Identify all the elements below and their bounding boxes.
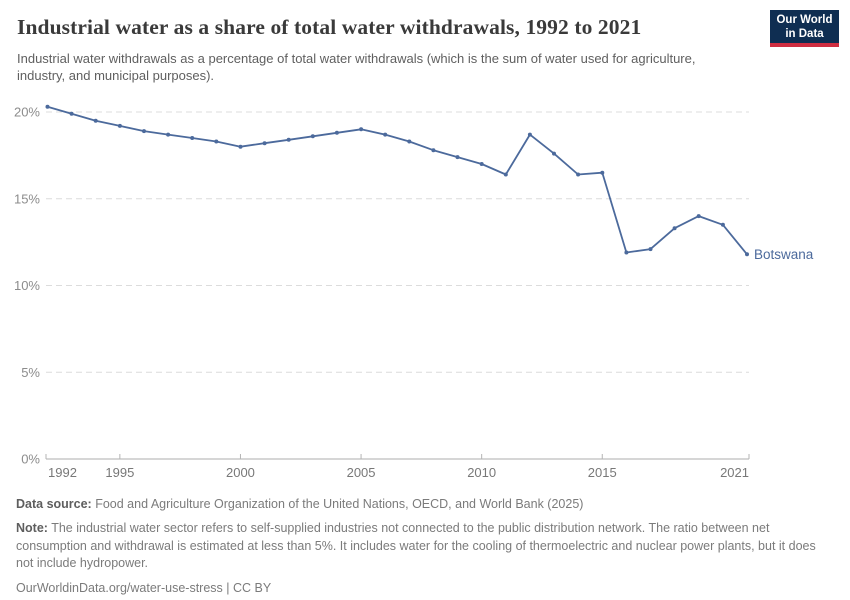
chart-subtitle: Industrial water withdrawals as a percen…	[17, 50, 696, 83]
y-axis-tick-label: 15%	[14, 191, 40, 206]
data-point	[479, 162, 484, 166]
chart-footer: Data source: Food and Agriculture Organi…	[16, 496, 836, 598]
y-axis-tick-label: 20%	[14, 105, 40, 120]
data-point	[238, 144, 243, 149]
data-point	[383, 132, 388, 137]
data-point	[552, 151, 556, 156]
data-point	[142, 129, 146, 134]
data-source-label: Data source:	[16, 497, 92, 511]
data-point	[214, 139, 219, 144]
data-point	[696, 214, 701, 219]
data-point	[334, 130, 339, 135]
data-point	[262, 141, 267, 146]
data-point	[166, 132, 171, 137]
note-line: Note: The industrial water sector refers…	[16, 520, 836, 573]
y-axis-tick-label: 10%	[14, 278, 40, 293]
data-point	[359, 127, 364, 132]
data-point	[527, 132, 532, 137]
data-point	[503, 172, 508, 177]
x-axis-tick-label: 2021	[720, 465, 749, 480]
x-axis-tick-label: 2000	[226, 465, 255, 480]
y-axis-tick-label: 0%	[21, 452, 40, 467]
x-axis-tick-label: 1995	[105, 465, 134, 480]
owid-logo: Our World in Data	[770, 10, 839, 48]
data-point	[455, 155, 460, 160]
data-point	[286, 137, 291, 142]
data-point	[720, 222, 725, 227]
x-axis-tick-label: 1992	[48, 465, 77, 480]
owid-logo-box: Our World in Data	[770, 10, 839, 44]
data-point	[745, 252, 749, 257]
citation-line: OurWorldinData.org/water-use-stress | CC…	[16, 581, 272, 595]
note-label: Note:	[16, 520, 48, 535]
owid-logo-line2: in Data	[785, 28, 824, 41]
data-point	[93, 118, 98, 123]
data-point	[69, 111, 74, 116]
data-point	[600, 170, 605, 175]
data-point	[431, 148, 436, 153]
data-point	[672, 226, 677, 231]
x-axis-tick-label: 2005	[347, 465, 376, 480]
line-chart: 0% 5% 10% 15% 20% 1992 1995 2000 2005 2010 2015 202…	[14, 104, 814, 481]
data-point	[117, 123, 122, 128]
x-axis-tick-label: 2015	[588, 465, 617, 480]
data-source-line: Data source: Food and Agriculture Organi…	[16, 496, 836, 514]
owid-logo-red-bar	[770, 43, 839, 48]
data-point	[648, 247, 653, 252]
series-entity-label: Botswana	[754, 247, 814, 262]
note-text: The industrial water sector refers to se…	[16, 520, 816, 571]
data-point	[190, 136, 195, 140]
owid-logo-line1: Our World	[776, 14, 833, 26]
series-line	[46, 105, 748, 256]
data-source-text: Food and Agriculture Organization of the…	[95, 497, 584, 511]
y-axis-tick-label: 5%	[21, 365, 40, 380]
data-point	[310, 134, 315, 139]
data-point	[45, 104, 50, 109]
x-axis-tick-label: 2010	[467, 465, 496, 480]
data-point	[407, 139, 412, 144]
data-point	[576, 172, 581, 177]
data-point	[624, 250, 629, 255]
chart-header: Industrial water as a share of total wat…	[17, 15, 750, 84]
chart-title: Industrial water as a share of total wat…	[17, 15, 642, 39]
